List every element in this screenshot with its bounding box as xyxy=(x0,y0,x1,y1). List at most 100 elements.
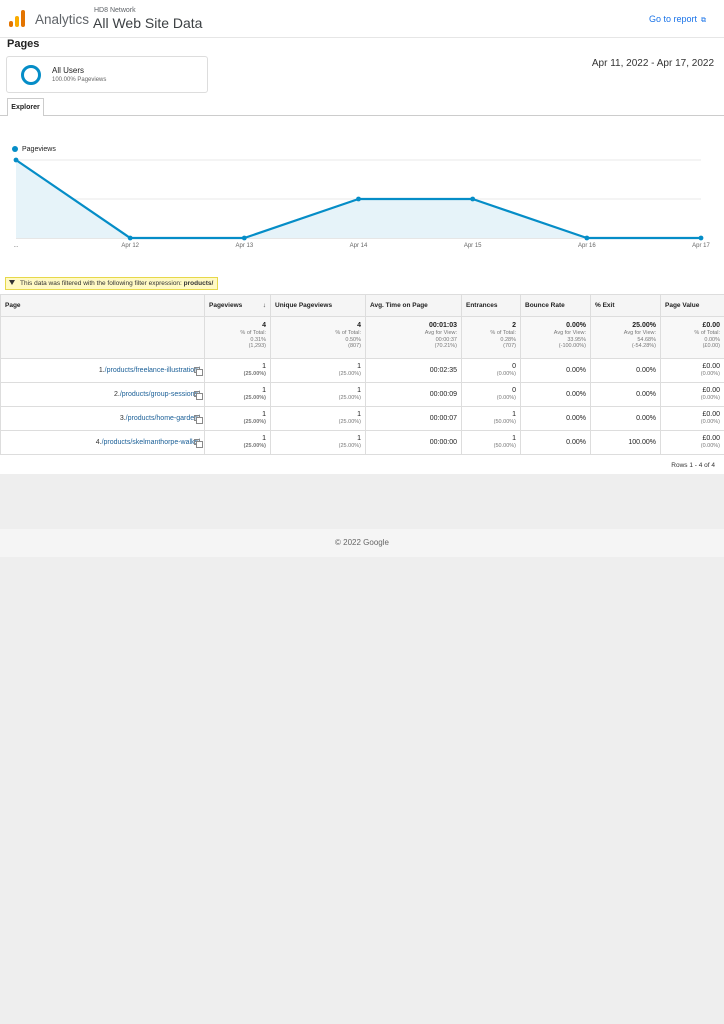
totals-value: 4 xyxy=(357,322,361,329)
open-page-icon[interactable] xyxy=(194,439,203,448)
segment-subtitle: 100.00% Pageviews xyxy=(52,77,107,83)
table-row: 3./products/home-garden/1 (25.00%) 1 (25.00… xyxy=(0,406,724,431)
col-header-bounce-rate[interactable]: Bounce Rate xyxy=(520,294,591,317)
property-name[interactable]: All Web Site Data xyxy=(93,15,203,31)
totals-label: Avg for View: xyxy=(623,330,656,336)
entrances-cell: 0 (0.00%) xyxy=(461,382,521,407)
col-header-avg-time[interactable]: Avg. Time on Page xyxy=(365,294,462,317)
totals-pageviews-cell: 4% of Total: 0.31% (1,293) xyxy=(204,316,271,359)
avg-time-cell: 00:00:07 xyxy=(365,406,462,431)
tab-divider xyxy=(0,115,724,116)
x-tick-label: Apr 17 xyxy=(692,243,710,249)
unique-pageviews-pct: (25.00%) xyxy=(338,371,361,378)
col-header-unique-pageviews[interactable]: Unique Pageviews xyxy=(270,294,366,317)
row-index: 2. xyxy=(114,391,120,398)
exit-cell: 0.00% xyxy=(590,382,661,407)
segment-name: All Users xyxy=(52,66,85,75)
page-value-pct: (0.00%) xyxy=(700,395,720,402)
exit-value: 0.00% xyxy=(636,391,656,398)
col-header-entrances[interactable]: Entrances xyxy=(461,294,521,317)
pageviews-pct: (25.00%) xyxy=(243,395,266,402)
totals-value: 25.00% xyxy=(632,322,656,329)
footer-band xyxy=(0,529,724,557)
open-page-icon[interactable] xyxy=(194,415,203,424)
bounce-rate-value: 0.00% xyxy=(566,439,586,446)
entrances-cell: 1 (50.00%) xyxy=(461,430,521,455)
totals-label: % of Total: xyxy=(335,330,361,336)
totals-label: % of Total: xyxy=(694,330,720,336)
col-header-page[interactable]: Page xyxy=(0,294,205,317)
avg-time-cell: 00:00:00 xyxy=(365,430,462,455)
pageviews-cell: 1 (25.00%) xyxy=(204,406,271,431)
go-to-report-link[interactable]: Go to report ⧉ xyxy=(649,14,706,25)
totals-site-total: (1,293) xyxy=(248,343,266,349)
totals-label: % of Total: xyxy=(490,330,516,336)
totals-row: 4% of Total: 0.31% (1,293) 4% of Total: 0.50… xyxy=(0,316,724,359)
unique-pageviews-cell: 1 (25.00%) xyxy=(270,406,366,431)
page-value-pct: (0.00%) xyxy=(700,419,720,426)
header-bar: Analytics HD8 Network All Web Site Data … xyxy=(0,0,724,38)
totals-value: 2 xyxy=(512,322,516,329)
unique-pageviews-value: 1 xyxy=(357,363,361,371)
col-header-pageviews-label: Pageviews xyxy=(209,302,243,309)
page-value-value: £0.00 xyxy=(702,435,720,443)
x-tick-label: Apr 13 xyxy=(235,243,253,249)
filter-notice: This data was filtered with the followin… xyxy=(5,277,219,290)
copyright: © 2022 Google xyxy=(335,538,389,547)
filter-notice-text: This data was filtered with the followin… xyxy=(20,280,182,287)
date-range-picker[interactable]: Apr 11, 2022 - Apr 17, 2022 xyxy=(591,58,714,69)
page-link[interactable]: /products/freelance-illustration/ xyxy=(104,367,200,374)
avg-time-value: 00:02:35 xyxy=(429,367,457,374)
unique-pageviews-pct: (25.00%) xyxy=(338,443,361,450)
page-value-pct: (0.00%) xyxy=(700,371,720,378)
sort-down-icon[interactable]: ↓ xyxy=(262,302,266,309)
open-page-icon[interactable] xyxy=(194,367,203,376)
tab-explorer[interactable]: Explorer xyxy=(7,98,44,116)
totals-compare: 0.31% xyxy=(250,336,266,343)
col-header-page-value[interactable]: Page Value xyxy=(660,294,724,317)
exit-cell: 100.00% xyxy=(590,430,661,455)
analytics-logo-icon xyxy=(9,10,25,27)
col-header-exit[interactable]: % Exit xyxy=(590,294,661,317)
page-link[interactable]: /products/skelmanthorpe-walks/ xyxy=(101,439,200,446)
unique-pageviews-value: 1 xyxy=(357,387,361,395)
totals-compare: 0.28% xyxy=(500,336,516,343)
bounce-rate-cell: 0.00% xyxy=(520,358,591,383)
page-cell: 3./products/home-garden/ xyxy=(0,406,205,431)
data-point xyxy=(241,235,247,241)
pageviews-pct: (25.00%) xyxy=(243,371,266,378)
table-row: 4./products/skelmanthorpe-walks/1 (25.00%… xyxy=(0,430,724,455)
unique-pageviews-cell: 1 (25.00%) xyxy=(270,382,366,407)
bounce-rate-cell: 0.00% xyxy=(520,382,591,407)
bounce-rate-value: 0.00% xyxy=(566,391,586,398)
data-point xyxy=(584,235,590,241)
totals-compare: 54.68% xyxy=(637,336,656,343)
page-link[interactable]: /products/home-garden/ xyxy=(125,415,200,422)
totals-exit-cell: 25.00% Avg for View: 54.68% (-54.28%) xyxy=(590,316,661,359)
x-tick-label: Apr 15 xyxy=(464,243,482,249)
pageviews-value: 1 xyxy=(262,387,266,395)
page-cell: 2./products/group-sessions/ xyxy=(0,382,205,407)
totals-label: % of Total: xyxy=(240,330,266,336)
segment-card-all-users[interactable]: All Users 100.00% Pageviews xyxy=(6,56,208,93)
page-title: Pages xyxy=(7,38,40,50)
segment-ring-icon xyxy=(21,65,41,85)
exit-value: 100.00% xyxy=(628,439,656,446)
entrances-value: 1 xyxy=(512,435,516,443)
page-value-pct: (0.00%) xyxy=(700,443,720,450)
pageviews-value: 1 xyxy=(262,363,266,371)
page-link[interactable]: /products/group-sessions/ xyxy=(119,391,200,398)
totals-site-total: (£0.00) xyxy=(702,343,720,349)
unique-pageviews-cell: 1 (25.00%) xyxy=(270,430,366,455)
bounce-rate-cell: 0.00% xyxy=(520,406,591,431)
pageviews-pct: (25.00%) xyxy=(243,443,266,450)
totals-compare: 0.50% xyxy=(345,336,361,343)
col-header-pageviews[interactable]: Pageviews ↓ xyxy=(204,294,271,317)
exit-cell: 0.00% xyxy=(590,358,661,383)
totals-compare: 0.00% xyxy=(704,336,720,343)
totals-site-total: (-54.28%) xyxy=(631,343,656,349)
pageviews-cell: 1 (25.00%) xyxy=(204,358,271,383)
avg-time-cell: 00:02:35 xyxy=(365,358,462,383)
open-page-icon[interactable] xyxy=(194,391,203,400)
